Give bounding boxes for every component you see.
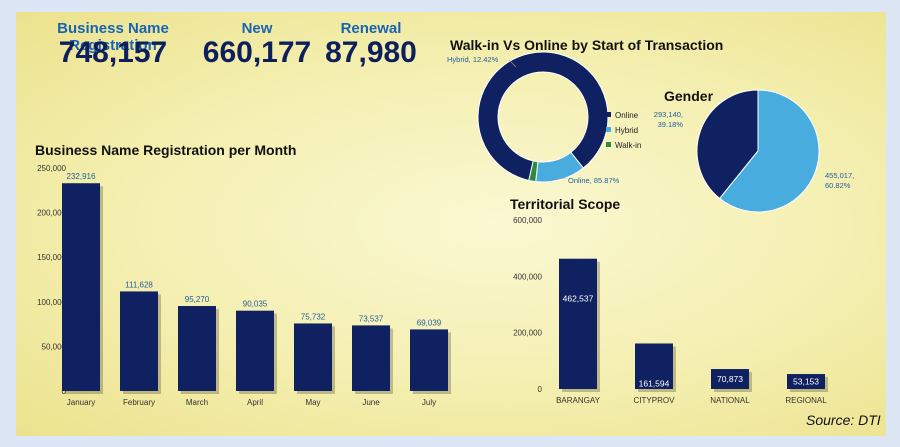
territorial-title: Territorial Scope [510, 196, 621, 212]
y-tick-label: 200,000 [37, 209, 66, 218]
x-tick-label: REGIONAL [785, 396, 827, 405]
slice-label: 455,017, [825, 171, 854, 180]
y-tick-label: 400,000 [513, 272, 542, 281]
x-tick-label: CITYPROV [634, 396, 676, 405]
kpi-new-label: New [241, 20, 273, 37]
source-note: Source: DTI [806, 412, 881, 428]
data-label: 73,537 [359, 314, 384, 323]
gender-title: Gender [664, 88, 714, 104]
bar [178, 306, 216, 391]
bar [711, 369, 749, 389]
legend-label: Online [615, 111, 639, 120]
slice [696, 89, 759, 200]
bar [62, 183, 100, 391]
y-tick-label: 50,000 [42, 342, 67, 351]
bar [352, 325, 390, 391]
data-label: 111,628 [125, 280, 153, 289]
slice [528, 160, 539, 183]
dashboard-panel: Business Name Registration 748,157 New 6… [16, 12, 886, 436]
kpi-new-value: 660,177 [202, 36, 312, 69]
slice [718, 89, 820, 213]
x-tick-label: January [67, 398, 95, 407]
bar [120, 291, 158, 391]
walkin-online-title: Walk-in Vs Online by Start of Transactio… [450, 37, 724, 53]
bar [236, 310, 274, 391]
bar [294, 323, 332, 391]
data-label: 462,537 [563, 294, 594, 304]
data-label: 161,594 [639, 378, 670, 388]
data-label: 69,039 [417, 318, 442, 327]
x-tick-label: June [362, 398, 380, 407]
slice-label: Online, 85.87% [568, 176, 620, 185]
bar [787, 374, 825, 389]
data-label: 70,873 [717, 374, 743, 384]
slice-label: 39.18% [658, 120, 684, 129]
bar [635, 343, 673, 389]
leader-line [553, 177, 567, 180]
bar [559, 258, 597, 389]
legend-swatch [606, 112, 611, 117]
x-tick-label: April [247, 398, 263, 407]
y-tick-label: 0 [538, 385, 543, 394]
y-tick-label: 200,000 [513, 329, 542, 338]
slice [477, 51, 609, 182]
legend-label: Walk-in [615, 141, 641, 150]
data-label: 75,732 [301, 312, 326, 321]
legend-swatch [606, 127, 611, 132]
slice-label: 293,140, [654, 110, 683, 119]
monthly-chart-title: Business Name Registration per Month [35, 142, 297, 158]
monthly-bar-chart: 0 50,000 100,000 150,000 200,000 250,000232,9… [37, 164, 451, 407]
y-tick-label: 250,000 [37, 164, 66, 173]
data-label: 95,270 [185, 295, 210, 304]
x-tick-label: NATIONAL [710, 396, 750, 405]
legend-swatch [606, 142, 611, 147]
x-tick-label: BARANGAY [556, 396, 601, 405]
data-label: 232,916 [67, 172, 96, 181]
leader-line [508, 59, 517, 68]
kpi-renewal-value: 87,980 [325, 36, 417, 69]
slice-label: 60.82% [825, 181, 851, 190]
x-tick-label: July [422, 398, 436, 407]
territorial-bar-chart: 0 200,000 400,000 600,000 462,537 BARANGAY 161… [513, 216, 828, 405]
y-tick-label: 0 [62, 387, 67, 396]
y-tick-label: 150,000 [37, 253, 66, 262]
x-tick-label: May [305, 398, 320, 407]
kpi-registration-label: Business Name Registration [57, 20, 169, 54]
x-tick-label: February [123, 398, 155, 407]
bar [410, 329, 448, 391]
data-label: 53,153 [793, 377, 819, 387]
x-tick-label: March [186, 398, 208, 407]
kpi-registration-value: 748,157 [58, 36, 168, 69]
y-tick-label: 600,000 [513, 216, 542, 225]
kpi-renewal-label: Renewal [340, 20, 402, 37]
walkin-online-donut-chart: Online, 85.87% Hybrid, 12.42% Online Hybrid… [447, 51, 641, 185]
y-tick-label: 100,000 [37, 298, 66, 307]
gender-pie-chart: 293,140,39.18% 455,017,60.82% [654, 89, 854, 213]
legend-label: Hybrid [615, 126, 638, 135]
data-label: 90,035 [243, 300, 268, 309]
slice-label: Hybrid, 12.42% [447, 55, 499, 64]
